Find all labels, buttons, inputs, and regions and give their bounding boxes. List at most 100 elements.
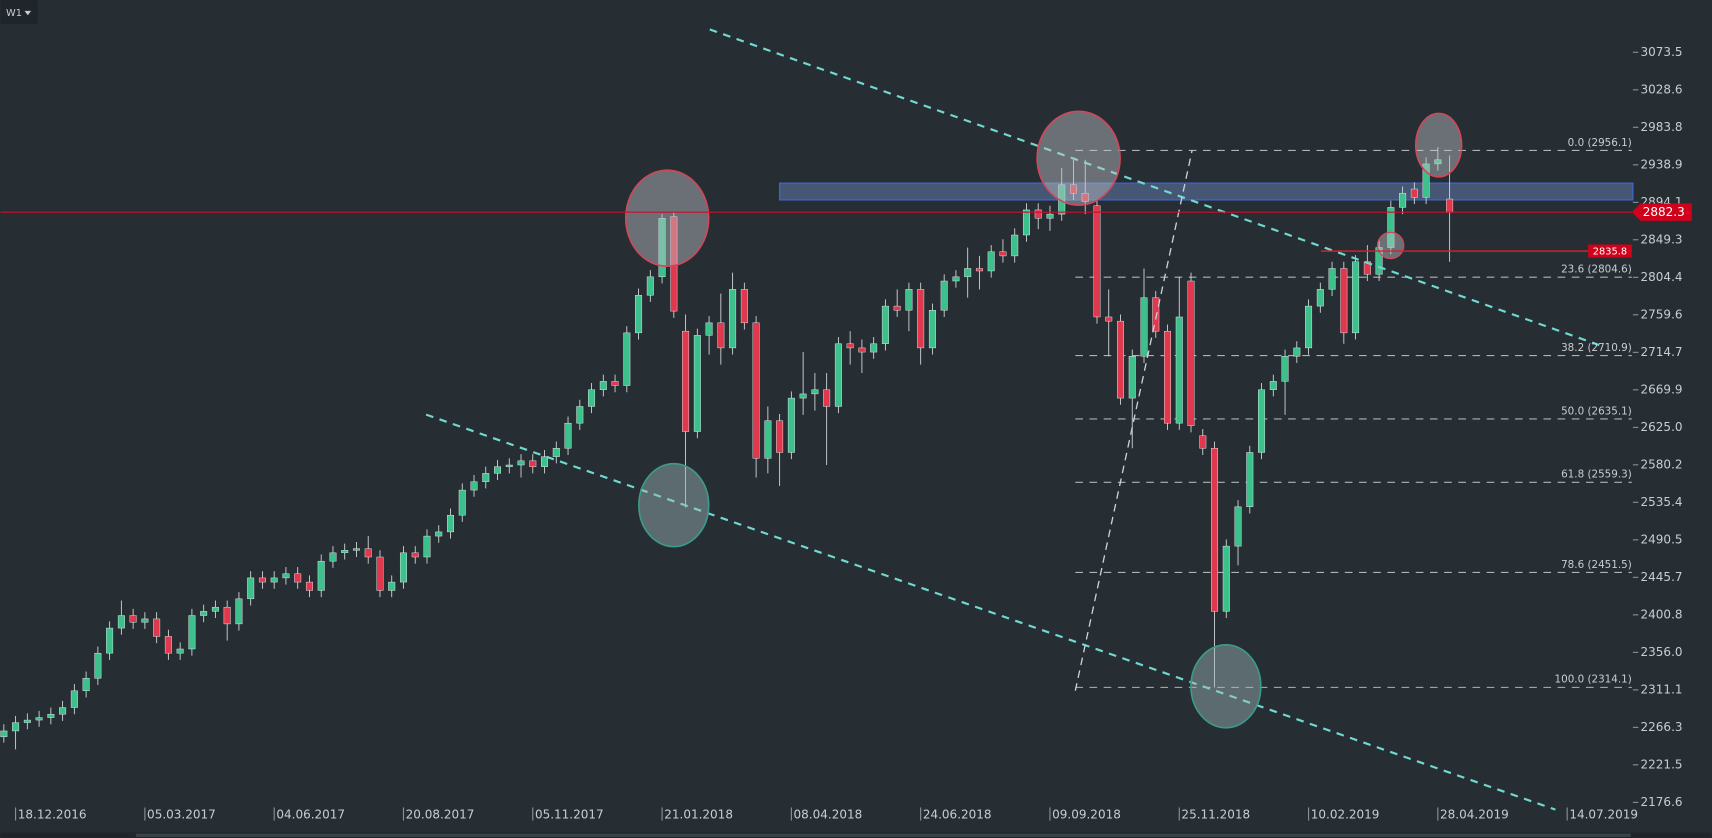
candle-body xyxy=(505,464,513,467)
candle-body xyxy=(341,550,349,554)
candle-body xyxy=(1258,389,1266,453)
x-tick-label: 21.01.2018 xyxy=(664,808,733,822)
candles xyxy=(0,147,1454,750)
candle-body xyxy=(1022,209,1030,236)
candle-body xyxy=(541,456,549,467)
fib-label: 38.2 (2710.9) xyxy=(1561,342,1632,354)
annotations: 0.0 (2956.1) 23.6 (2804.6) 38.2 (2710.9) 50… xyxy=(0,28,1632,811)
candle-body xyxy=(364,548,372,558)
candle-body xyxy=(517,460,525,466)
candle-body xyxy=(905,289,913,311)
dropdown-arrow[interactable] xyxy=(24,10,32,16)
candle-body xyxy=(458,489,466,516)
y-tick-label: 2445.7 xyxy=(1641,570,1683,584)
y-tick-label: 2983.8 xyxy=(1641,120,1683,134)
candle-body xyxy=(623,332,631,386)
candle-body xyxy=(740,289,748,324)
candle-body xyxy=(1293,347,1301,357)
x-tick-label: 18.12.2016 xyxy=(18,808,87,822)
candle-body xyxy=(447,514,454,533)
timeframe-selector[interactable] xyxy=(0,0,38,25)
candle-body xyxy=(1305,305,1313,349)
candle-body xyxy=(658,218,666,278)
candle-body xyxy=(717,322,725,349)
y-tick-label: 2714.7 xyxy=(1641,345,1683,359)
resistance-zone xyxy=(778,182,1634,201)
scrollbar-thumb[interactable] xyxy=(135,833,1631,837)
timeframe-label[interactable]: W1 xyxy=(6,8,22,19)
candle-body xyxy=(329,552,337,562)
candle-body xyxy=(552,448,560,457)
candle-body xyxy=(987,251,995,272)
candle-body xyxy=(599,381,607,390)
candle-body xyxy=(23,719,31,723)
candle-body xyxy=(482,473,490,482)
y-tick-label: 2535.4 xyxy=(1641,495,1683,509)
candle-body xyxy=(94,652,102,679)
candle-body xyxy=(693,335,701,432)
x-tick-label: 08.04.2018 xyxy=(794,808,863,822)
candle-body xyxy=(247,577,255,600)
y-tick-label: 2759.6 xyxy=(1641,307,1683,321)
y-tick-label: 2804.4 xyxy=(1641,270,1683,284)
candle-body xyxy=(270,577,278,583)
candle-body xyxy=(388,581,396,591)
candle-body xyxy=(1375,247,1383,275)
candle-body xyxy=(423,535,431,558)
candle-body xyxy=(858,347,866,353)
highlight-top xyxy=(1036,110,1121,206)
candle-body xyxy=(12,722,20,732)
support-box xyxy=(1588,244,1632,258)
candle-body xyxy=(1069,184,1077,194)
trend-line xyxy=(709,28,1605,349)
fib-label: 100.0 (2314.1) xyxy=(1555,674,1632,686)
candle-body xyxy=(399,552,407,583)
candle-body xyxy=(646,276,654,296)
candle-body xyxy=(1399,192,1407,208)
candle-body xyxy=(752,322,760,459)
candle-body xyxy=(141,618,149,623)
trend-line xyxy=(425,413,1556,811)
candle-body xyxy=(106,627,114,654)
candle-body xyxy=(834,343,842,407)
candle-body xyxy=(1234,506,1242,547)
candle-body xyxy=(870,343,878,353)
candle-body xyxy=(1446,198,1454,213)
candle-body xyxy=(129,615,137,623)
candle-body xyxy=(764,420,772,459)
candle-body xyxy=(1281,356,1289,382)
candle-body xyxy=(1093,205,1101,318)
candle-body xyxy=(1246,452,1254,508)
candle-body xyxy=(564,422,572,449)
candle-body xyxy=(999,251,1007,257)
y-tick-label: 3028.6 xyxy=(1641,82,1683,96)
y-tick-label: 2580.2 xyxy=(1641,457,1683,471)
y-tick-label: 2266.3 xyxy=(1641,720,1683,734)
candle-body xyxy=(529,460,537,467)
x-tick-label: 05.03.2017 xyxy=(147,808,216,822)
candle-body xyxy=(1081,192,1089,202)
candle-body xyxy=(435,531,443,537)
candle-body xyxy=(823,389,831,407)
candle-body xyxy=(376,556,384,591)
x-tick-label: 28.04.2019 xyxy=(1440,808,1509,822)
last-price-box xyxy=(1631,203,1692,221)
candle-body xyxy=(176,648,184,654)
candle-body xyxy=(200,611,208,616)
y-tick-label: 2490.5 xyxy=(1641,532,1683,546)
candle-body xyxy=(47,714,55,718)
y-tick-label: 3073.5 xyxy=(1641,45,1683,59)
candle-body xyxy=(305,581,313,591)
support-label: 2835.8 xyxy=(1593,247,1627,258)
candle-body xyxy=(317,560,325,591)
candle-body xyxy=(1128,356,1136,399)
candle-body xyxy=(964,268,972,278)
candle-body xyxy=(729,289,737,349)
x-tick-label: 25.11.2018 xyxy=(1181,808,1250,822)
x-tick-label: 24.06.2018 xyxy=(923,808,992,822)
candle-body xyxy=(1046,213,1054,219)
x-tick-label: 09.09.2018 xyxy=(1052,808,1121,822)
candle-body xyxy=(258,577,266,583)
candle-body xyxy=(1187,280,1195,426)
